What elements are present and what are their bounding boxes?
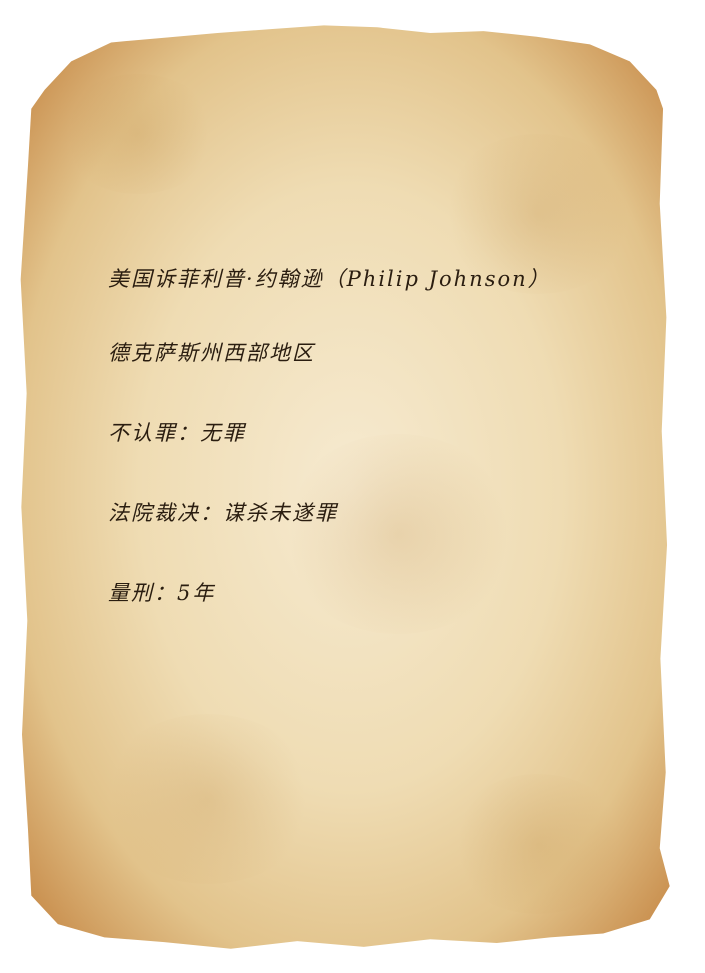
paper-stain (278, 434, 518, 634)
paper-stain (448, 774, 628, 914)
plea: 不认罪：无罪 (108, 421, 246, 445)
paper-stain (438, 134, 638, 294)
paper-stain (98, 714, 318, 884)
sentence: 量刑：5年 (108, 581, 216, 605)
paper-stain (58, 74, 218, 194)
case-title: 美国诉菲利普·约翰逊（Philip Johnson） (108, 267, 551, 291)
parchment-scroll (20, 25, 670, 949)
court-district: 德克萨斯州西部地区 (108, 341, 315, 365)
court-verdict: 法院裁决：谋杀未遂罪 (108, 501, 338, 525)
document-text: 美国诉菲利普·约翰逊（Philip Johnson） 德克萨斯州西部地区 不认罪… (108, 262, 578, 656)
